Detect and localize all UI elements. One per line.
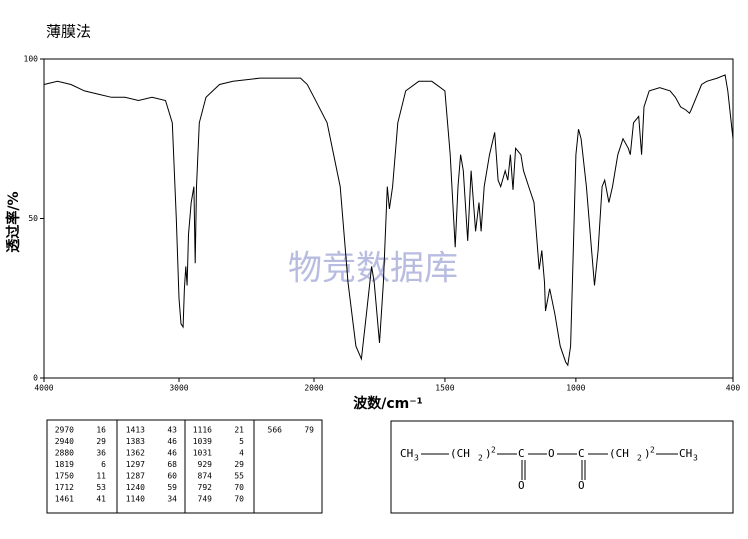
peak-wavenumber: 1819	[55, 460, 74, 469]
peak-transmittance: 59	[167, 483, 177, 492]
peak-wavenumber: 1750	[55, 472, 74, 481]
peak-wavenumber: 929	[198, 460, 213, 469]
peak-wavenumber: 792	[198, 483, 213, 492]
subscript: 3	[693, 454, 698, 463]
group: )	[644, 447, 651, 460]
peak-transmittance: 43	[167, 426, 177, 435]
peak-transmittance: 41	[96, 495, 106, 504]
subscript: 2	[650, 446, 655, 455]
x-tick-label: 4000	[34, 384, 53, 393]
watermark: 物竞数据库	[288, 249, 458, 289]
subscript: 2	[637, 454, 642, 463]
peak-transmittance: 46	[167, 437, 177, 446]
spectrum-line	[43, 74, 734, 367]
structure: CH 3 (CH 2 ) 2 C O O C O (CH 2 ) 2 CH 3	[400, 446, 698, 493]
peak-transmittance: 68	[167, 460, 177, 469]
x-tick-label: 1500	[435, 384, 454, 393]
peak-transmittance: 55	[234, 472, 244, 481]
peak-transmittance: 4	[239, 449, 244, 458]
atom: O	[518, 479, 525, 492]
peak-wavenumber: 1287	[126, 472, 145, 481]
peak-transmittance: 60	[167, 472, 177, 481]
peak-wavenumber: 1240	[126, 483, 145, 492]
plot-frame	[43, 58, 734, 379]
peak-wavenumber: 874	[198, 472, 213, 481]
peak-wavenumber: 749	[198, 495, 213, 504]
peak-transmittance: 6	[101, 460, 106, 469]
peak-wavenumber: 2970	[55, 426, 74, 435]
atom: C	[578, 447, 585, 460]
x-tick-label: 1000	[566, 384, 585, 393]
x-tick-label: 2000	[304, 384, 323, 393]
atom: C	[518, 447, 525, 460]
group: (CH	[609, 447, 629, 460]
structure-frame	[390, 420, 734, 514]
atom: O	[548, 447, 555, 460]
peak-wavenumber: 1297	[126, 460, 145, 469]
peak-transmittance: 29	[96, 437, 106, 446]
y-axis-label: 透过率/%	[5, 191, 22, 252]
peak-transmittance: 29	[234, 460, 244, 469]
group: )	[485, 447, 492, 460]
peak-wavenumber: 1116	[193, 426, 212, 435]
peak-wavenumber: 1413	[126, 426, 145, 435]
atom: O	[578, 479, 585, 492]
peak-wavenumber: 1383	[126, 437, 145, 446]
peak-wavenumber: 1031	[193, 449, 212, 458]
subscript: 3	[414, 454, 419, 463]
peak-wavenumber: 1039	[193, 437, 212, 446]
peak-wavenumber: 1140	[126, 495, 145, 504]
atom: CH	[400, 447, 413, 460]
peak-transmittance: 5	[239, 437, 244, 446]
peak-transmittance: 79	[304, 426, 314, 435]
y-tick-label: 100	[24, 55, 39, 64]
peak-transmittance: 36	[96, 449, 106, 458]
y-tick-label: 0	[33, 374, 38, 383]
peak-transmittance: 46	[167, 449, 177, 458]
peak-wavenumber: 1362	[126, 449, 145, 458]
peak-transmittance: 70	[234, 483, 244, 492]
peak-wavenumber: 1712	[55, 483, 74, 492]
peak-transmittance: 53	[96, 483, 106, 492]
peak-wavenumber: 2940	[55, 437, 74, 446]
peak-wavenumber: 566	[268, 426, 283, 435]
y-tick-label: 50	[28, 214, 38, 223]
peak-transmittance: 16	[96, 426, 106, 435]
peak-wavenumber: 2880	[55, 449, 74, 458]
peak-transmittance: 11	[96, 472, 106, 481]
x-tick-label: 3000	[169, 384, 188, 393]
peak-transmittance: 21	[234, 426, 244, 435]
atom: CH	[679, 447, 692, 460]
subscript: 2	[478, 454, 483, 463]
subscript: 2	[491, 446, 496, 455]
peak-transmittance: 70	[234, 495, 244, 504]
peak-transmittance: 34	[167, 495, 177, 504]
group: (CH	[450, 447, 470, 460]
x-axis-label: 波数/cm⁻¹	[353, 395, 423, 412]
x-tick-label: 400	[726, 384, 741, 393]
page-title: 薄膜法	[46, 23, 91, 41]
peak-wavenumber: 1461	[55, 495, 74, 504]
